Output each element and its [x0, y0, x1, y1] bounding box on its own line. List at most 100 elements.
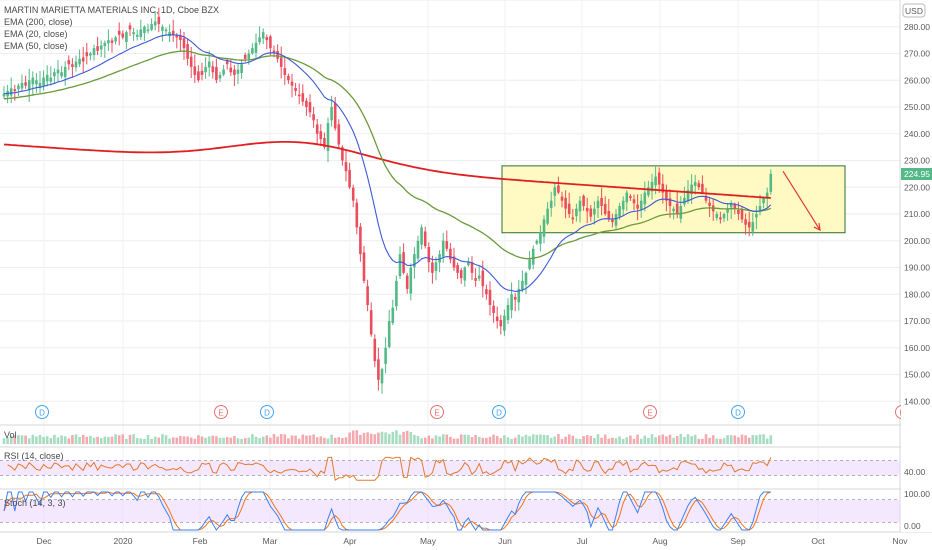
candle-35 — [128, 25, 132, 30]
volume-bar-182 — [657, 435, 661, 444]
volume-bar-167 — [603, 434, 607, 444]
candle-34 — [125, 32, 128, 42]
candle-139 — [503, 315, 506, 331]
candle-213 — [769, 173, 773, 192]
price-axis[interactable]: 140.00 150.00 160.00 170.00 180.00 190.00 200.… — [901, 0, 932, 532]
candle-179 — [647, 187, 650, 196]
volume-bar-43 — [157, 437, 161, 444]
volume-bar-139 — [503, 435, 506, 444]
volume-bar-15 — [56, 437, 60, 444]
candle-107 — [387, 321, 391, 348]
candle-88 — [319, 131, 323, 140]
candle-36 — [132, 32, 135, 35]
volume-bar-141 — [510, 438, 513, 444]
event-label-4: D — [496, 409, 502, 418]
volume-bar-67 — [243, 437, 247, 444]
candle-72 — [261, 32, 265, 39]
candle-169 — [611, 219, 614, 223]
candle-42 — [153, 21, 157, 26]
candle-92 — [333, 103, 337, 129]
candle-159 — [575, 208, 578, 217]
candle-25 — [92, 48, 96, 56]
volume-bar-8 — [31, 434, 35, 444]
volume-bar-25 — [92, 437, 96, 444]
volume-bar-174 — [629, 435, 632, 444]
volume-bar-146 — [528, 436, 531, 444]
rsi-band — [0, 460, 900, 476]
candle-47 — [171, 30, 175, 35]
volume-bar-17 — [63, 436, 67, 444]
candle-26 — [96, 46, 99, 51]
price-tick-11: 250.00 — [904, 102, 930, 112]
time-tick-5: May — [420, 536, 437, 546]
volume-bar-136 — [492, 434, 495, 444]
currency-badge[interactable]: USD — [902, 3, 926, 18]
candle-37 — [135, 34, 139, 37]
volume-bar-122 — [441, 434, 445, 444]
candle-208 — [751, 222, 755, 232]
candle-174 — [629, 196, 632, 198]
volume-bar-26 — [96, 436, 99, 444]
time-axis[interactable]: Dec 2020 Feb Mar Apr May Jun Jul Aug Sep Oct Nov — [36, 536, 908, 546]
candle-81 — [294, 88, 297, 91]
candle-67 — [243, 54, 247, 59]
candle-44 — [161, 26, 164, 31]
candle-93 — [337, 124, 341, 145]
candle-46 — [168, 32, 171, 37]
candle-62 — [225, 60, 229, 65]
volume-bar-72 — [261, 436, 265, 444]
volume-bar-131 — [474, 435, 477, 444]
volume-bar-106 — [384, 432, 387, 444]
volume-bar-197 — [711, 435, 715, 444]
candle-196 — [708, 202, 711, 206]
volume-bar-71 — [258, 438, 261, 444]
volume-bar-212 — [765, 438, 769, 444]
candle-105 — [380, 369, 384, 384]
volume-bar-195 — [704, 434, 708, 444]
ema-lines — [3, 34, 772, 292]
volume-bar-202 — [729, 435, 733, 444]
volume-bar-70 — [254, 436, 258, 444]
volume-bar-177 — [639, 438, 643, 444]
candle-78 — [283, 68, 287, 75]
candle-31 — [114, 37, 117, 42]
volume-bar-207 — [747, 437, 751, 444]
candle-122 — [441, 240, 445, 257]
candle-19 — [71, 64, 74, 67]
candle-195 — [704, 195, 708, 201]
legend-ema20: EMA (20, close) — [4, 29, 68, 39]
volume-bar-169 — [611, 437, 614, 444]
volume-bar-104 — [377, 432, 380, 444]
candle-86 — [312, 114, 315, 121]
volume-bar-199 — [719, 438, 722, 444]
volume-bar-196 — [708, 437, 711, 444]
candle-8 — [31, 77, 35, 85]
candle-40 — [146, 29, 150, 32]
volume-bar-95 — [344, 437, 348, 444]
volume-bar-18 — [67, 438, 71, 444]
candle-91 — [330, 107, 333, 121]
candle-5 — [20, 82, 24, 89]
volume-bar-211 — [762, 434, 765, 444]
candle-108 — [391, 307, 395, 324]
volume-bar-156 — [564, 436, 567, 444]
candle-104 — [377, 359, 380, 380]
price-tick-12: 260.00 — [904, 75, 930, 85]
range-box-layer — [501, 165, 846, 234]
last-price-label: 224.95 — [904, 169, 930, 179]
candle-85 — [308, 102, 312, 113]
volume-bar-48 — [175, 437, 179, 444]
volume-bar-145 — [524, 434, 528, 444]
rsi-line — [7, 456, 772, 482]
event-label-5: E — [647, 409, 652, 418]
event-marker-1 — [214, 405, 228, 419]
candle-55 — [200, 70, 204, 75]
volume-bar-137 — [495, 435, 499, 444]
candle-110 — [398, 254, 402, 277]
time-tick-1: 2020 — [114, 536, 133, 546]
volume-bar-45 — [164, 435, 168, 444]
candle-183 — [661, 183, 665, 193]
candle-186 — [672, 208, 675, 212]
volume-bar-52 — [189, 437, 193, 444]
